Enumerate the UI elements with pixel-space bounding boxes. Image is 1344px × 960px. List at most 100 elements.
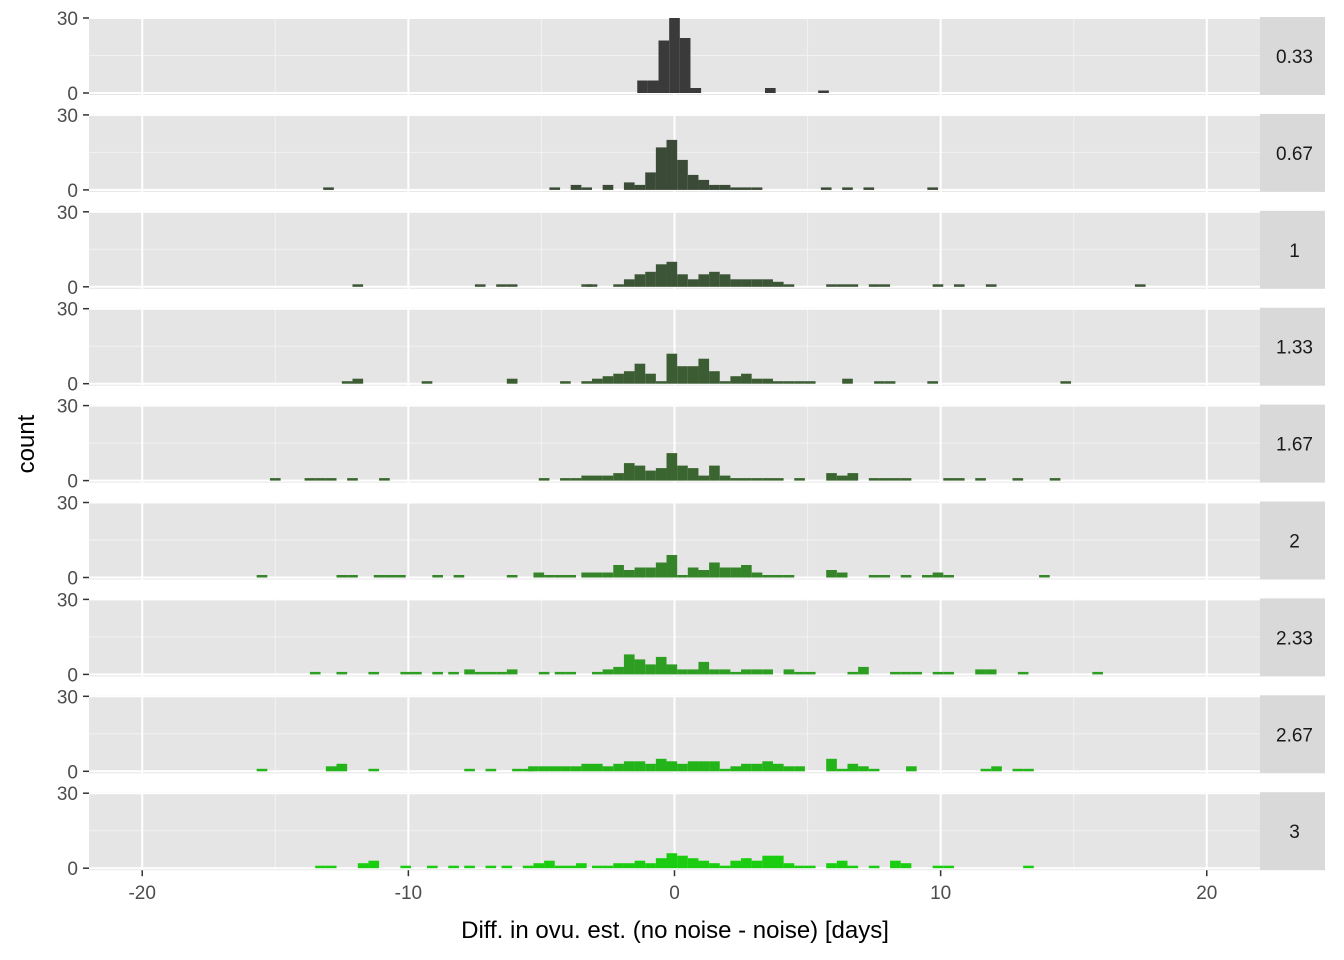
histogram-bar bbox=[764, 88, 776, 93]
histogram-bar bbox=[315, 865, 326, 869]
histogram-bar bbox=[645, 763, 656, 772]
facet-strip-label: 2 bbox=[1289, 532, 1300, 553]
histogram-bar bbox=[730, 376, 742, 384]
histogram-bar bbox=[592, 763, 603, 772]
histogram-bar bbox=[943, 865, 954, 869]
histogram-bar bbox=[847, 763, 859, 772]
histogram-bar bbox=[474, 284, 486, 287]
histogram-bar bbox=[826, 863, 837, 869]
histogram-bar bbox=[623, 279, 635, 287]
histogram-bar bbox=[554, 671, 566, 675]
histogram-bar bbox=[506, 669, 518, 675]
histogram-bar bbox=[730, 279, 742, 287]
histogram-bar bbox=[602, 376, 614, 384]
histogram-bar bbox=[709, 761, 720, 772]
histogram-bar bbox=[368, 860, 380, 869]
histogram-bar bbox=[549, 187, 561, 190]
facet-strip-label: 2.33 bbox=[1276, 628, 1313, 649]
x-axis: -20 -10 0 10 20 bbox=[128, 870, 1217, 904]
histogram-bar bbox=[602, 669, 614, 675]
facet-strip bbox=[1260, 695, 1325, 774]
histogram-bar bbox=[522, 865, 534, 869]
histogram-bar bbox=[592, 865, 603, 869]
histogram-bar bbox=[836, 572, 848, 578]
histogram-bar bbox=[613, 373, 624, 384]
histogram-bar bbox=[666, 453, 678, 481]
histogram-bar bbox=[623, 182, 635, 190]
histogram-bar bbox=[719, 381, 731, 384]
histogram-bar bbox=[741, 279, 752, 287]
histogram-bar bbox=[368, 768, 380, 772]
histogram-bar bbox=[256, 575, 268, 578]
histogram-bar bbox=[666, 555, 678, 578]
facet-strip bbox=[1260, 404, 1325, 483]
histogram-bar bbox=[687, 858, 699, 869]
histogram-bar bbox=[687, 279, 699, 287]
histogram-bar bbox=[1060, 381, 1072, 384]
histogram-bar bbox=[309, 671, 321, 675]
histogram-bar bbox=[719, 768, 731, 772]
histogram-bar bbox=[522, 768, 534, 772]
histogram-bar bbox=[501, 865, 513, 869]
histogram-bar bbox=[655, 147, 667, 190]
histogram-bar bbox=[772, 575, 784, 578]
histogram-bar bbox=[900, 575, 912, 578]
histogram-bar bbox=[741, 565, 752, 578]
histogram-bar bbox=[836, 860, 848, 869]
histogram-bar bbox=[448, 865, 459, 869]
histogram-bar bbox=[698, 860, 710, 869]
y-tick-label: 30 bbox=[57, 9, 78, 30]
histogram-bar bbox=[698, 761, 710, 772]
histogram-bar bbox=[560, 381, 571, 384]
histogram-bar bbox=[709, 465, 720, 481]
histogram-bar bbox=[538, 766, 550, 772]
histogram-bar bbox=[352, 284, 364, 287]
histogram-bar bbox=[863, 187, 875, 190]
histogram-bar bbox=[709, 371, 720, 384]
histogram-bar bbox=[698, 661, 710, 675]
histogram-bar bbox=[586, 284, 598, 287]
histogram-bar bbox=[634, 465, 646, 481]
facet-strip-label: 0.67 bbox=[1276, 144, 1313, 165]
histogram-bar bbox=[677, 274, 688, 287]
histogram-bar bbox=[623, 463, 635, 481]
histogram-bar bbox=[384, 575, 396, 578]
x-tick-label: 10 bbox=[930, 883, 951, 904]
histogram-bar bbox=[496, 284, 507, 287]
histogram-bar bbox=[666, 664, 678, 675]
histogram-bar bbox=[400, 865, 412, 869]
facet-panel-0.67: 0 30 0.67 bbox=[57, 106, 1325, 202]
histogram-bar bbox=[741, 187, 752, 190]
histogram-bar bbox=[890, 671, 901, 675]
x-tick-label: -10 bbox=[395, 883, 422, 904]
histogram-bar bbox=[991, 766, 1002, 772]
histogram-bar bbox=[655, 758, 667, 772]
histogram-bar bbox=[379, 478, 390, 481]
facet-strip-label: 1.33 bbox=[1276, 338, 1313, 359]
histogram-bar bbox=[719, 274, 731, 287]
histogram-bar bbox=[581, 381, 592, 384]
facet-strip-label: 0.33 bbox=[1276, 47, 1313, 68]
histogram-bar bbox=[730, 567, 742, 578]
histogram-bar bbox=[655, 468, 667, 481]
histogram-bar bbox=[637, 80, 648, 93]
histogram-bar bbox=[634, 860, 646, 869]
histogram-bar bbox=[842, 187, 853, 190]
histogram-bar bbox=[645, 271, 656, 287]
histogram-bar bbox=[432, 575, 443, 578]
histogram-bar bbox=[602, 184, 614, 190]
histogram-bar bbox=[762, 761, 773, 772]
y-tick-label: 0 bbox=[67, 859, 78, 880]
histogram-bar bbox=[820, 187, 832, 190]
histogram-bar bbox=[842, 378, 853, 384]
histogram-bar bbox=[592, 475, 603, 481]
histogram-bar bbox=[677, 855, 688, 869]
histogram-bar bbox=[762, 378, 773, 384]
histogram-bar bbox=[368, 671, 380, 675]
y-tick-label: 0 bbox=[67, 278, 78, 299]
histogram-bar bbox=[783, 381, 795, 384]
histogram-bar bbox=[666, 261, 678, 287]
y-tick-label: 30 bbox=[57, 784, 78, 805]
histogram-bar bbox=[560, 766, 571, 772]
histogram-bar bbox=[943, 671, 954, 675]
